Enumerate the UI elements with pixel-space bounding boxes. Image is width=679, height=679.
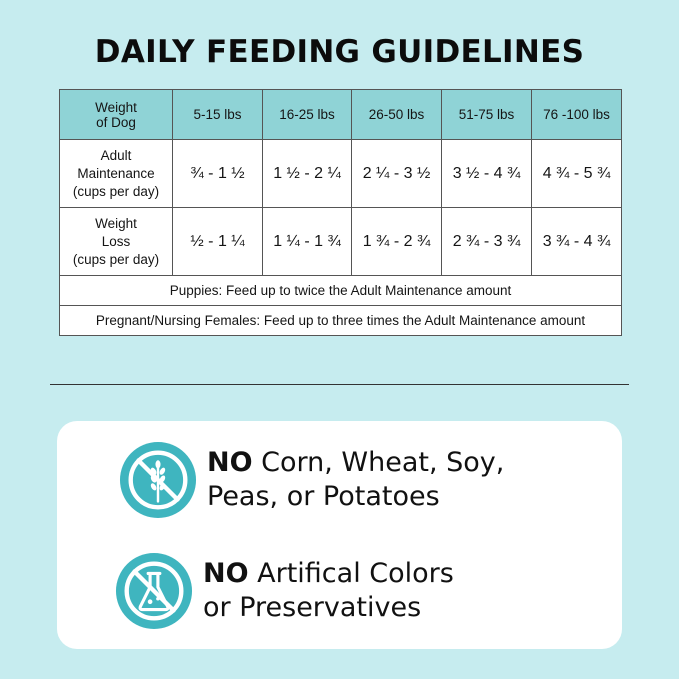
- table-cell: 4 ¾ - 5 ¾: [531, 139, 622, 208]
- table-cell: 1 ½ - 2 ¼: [262, 139, 352, 208]
- feature-no-artificial: NO Artifical Colors or Preservatives: [115, 552, 454, 630]
- feature-line-2: Peas, or Potatoes: [207, 481, 440, 512]
- puppies-note: Puppies: Feed up to twice the Adult Main…: [59, 275, 622, 306]
- feature-text: NO Artifical Colors or Preservatives: [203, 557, 454, 625]
- table-cell: 1 ¼ - 1 ¾: [262, 207, 352, 276]
- table-header-row: Weight of Dog 5-15 lbs 16-25 lbs 26-50 l…: [59, 89, 622, 140]
- section-divider: [50, 384, 629, 385]
- table-row-puppies-note: Puppies: Feed up to twice the Adult Main…: [59, 275, 622, 306]
- feature-text: NO Corn, Wheat, Soy, Peas, or Potatoes: [207, 446, 504, 514]
- page-title: DAILY FEEDING GUIDELINES: [94, 34, 585, 70]
- column-header: 76 -100 lbs: [531, 89, 622, 140]
- row-label: Weight Loss (cups per day): [59, 207, 173, 276]
- table-cell: ½ - 1 ¼: [172, 207, 263, 276]
- features-panel: NO Corn, Wheat, Soy, Peas, or Potatoes N…: [57, 421, 622, 649]
- no-chemical-flask-icon: [115, 552, 193, 630]
- feature-no-label: NO: [203, 558, 249, 589]
- row-label-line: (cups per day): [72, 251, 160, 267]
- row-label-line: Weight: [95, 215, 137, 231]
- pregnant-nursing-note: Pregnant/Nursing Females: Feed up to thr…: [59, 305, 622, 336]
- no-grain-icon: [119, 441, 197, 519]
- table-cell: 2 ¾ - 3 ¾: [441, 207, 532, 276]
- feature-no-grains: NO Corn, Wheat, Soy, Peas, or Potatoes: [119, 441, 504, 519]
- header-label-line: of Dog: [96, 114, 136, 130]
- table-row-adult-maintenance: Adult Maintenance (cups per day) ¾ - 1 ½…: [59, 139, 622, 208]
- feature-line-1: Corn, Wheat, Soy,: [252, 447, 505, 478]
- table-row-weight-loss: Weight Loss (cups per day) ½ - 1 ¼ 1 ¼ -…: [59, 207, 622, 276]
- column-header: 26-50 lbs: [351, 89, 442, 140]
- table-cell: 3 ¾ - 4 ¾: [531, 207, 622, 276]
- feature-line-1: Artifical Colors: [248, 558, 454, 589]
- header-weight-of-dog: Weight of Dog: [59, 89, 173, 140]
- column-header: 51-75 lbs: [441, 89, 532, 140]
- header-label-line: Weight: [95, 99, 137, 115]
- table-row-pregnant-note: Pregnant/Nursing Females: Feed up to thr…: [59, 305, 622, 336]
- row-label-line: Adult: [100, 147, 132, 163]
- feature-line-2: or Preservatives: [203, 592, 422, 623]
- table-cell: 1 ¾ - 2 ¾: [351, 207, 442, 276]
- feature-no-label: NO: [207, 447, 253, 478]
- row-label-line: Maintenance: [77, 165, 155, 181]
- feeding-guidelines-table: Weight of Dog 5-15 lbs 16-25 lbs 26-50 l…: [59, 89, 622, 336]
- table-cell: 3 ½ - 4 ¾: [441, 139, 532, 208]
- table-cell: 2 ¼ - 3 ½: [351, 139, 442, 208]
- row-label-line: (cups per day): [72, 183, 160, 199]
- row-label: Adult Maintenance (cups per day): [59, 139, 173, 208]
- column-header: 16-25 lbs: [262, 89, 352, 140]
- row-label-line: Loss: [101, 233, 131, 249]
- column-header: 5-15 lbs: [172, 89, 263, 140]
- table-cell: ¾ - 1 ½: [172, 139, 263, 208]
